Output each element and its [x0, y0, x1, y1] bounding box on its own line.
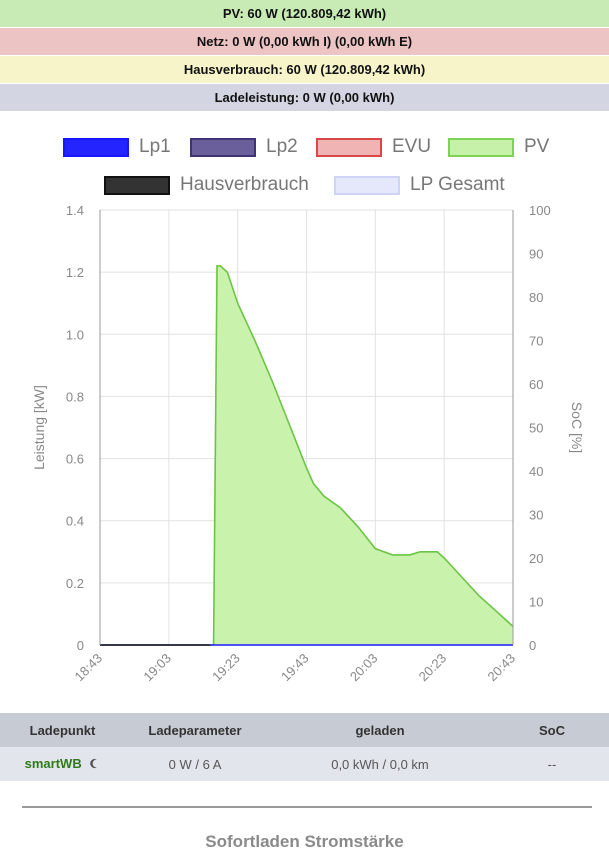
legend-swatch	[63, 137, 129, 157]
geladen-value: 0,0 kWh / 0,0 km	[331, 756, 429, 772]
legend-swatch	[448, 137, 514, 157]
y-tick-label: 1.0	[66, 327, 84, 342]
header-ladeparameter: Ladeparameter	[148, 722, 242, 738]
legend-swatch	[316, 137, 382, 157]
y2-tick-label: 90	[529, 247, 543, 262]
legend-label: LP Gesamt	[410, 174, 505, 195]
ladepunkt-table-header: Ladepunkt Ladeparameter geladen SoC	[0, 713, 609, 747]
x-tick-label: 19:03	[140, 651, 174, 685]
y-tick-label: 1.4	[66, 203, 84, 218]
legend-label: PV	[524, 136, 550, 157]
header-geladen: geladen	[355, 722, 405, 738]
y-tick-label: 0	[77, 638, 84, 653]
legend-swatch	[104, 175, 170, 195]
ladepunkt-name-cell[interactable]: smartWB	[0, 756, 125, 772]
status-hausverbrauch: Hausverbrauch: 60 W (120.809,42 kWh)	[0, 56, 609, 84]
y-tick-label: 0.6	[66, 452, 84, 467]
x-tick-label: 20:03	[347, 651, 381, 685]
moon-icon	[89, 757, 100, 772]
section-title: Sofortladen Stromstärke	[205, 832, 404, 851]
legend-label: Lp1	[139, 136, 171, 157]
y-tick-label: 0.4	[66, 514, 84, 529]
legend-item-lp2[interactable]: Lp2	[190, 136, 298, 158]
y-tick-label: 1.2	[66, 265, 84, 280]
legend-item-pv[interactable]: PV	[448, 136, 549, 158]
section-divider	[22, 806, 592, 808]
y-axis-label: Leistung [kW]	[31, 385, 47, 470]
y2-tick-label: 50	[529, 421, 543, 436]
y-tick-label: 0.2	[66, 576, 84, 591]
legend-swatch	[190, 137, 256, 157]
y2-tick-label: 20	[529, 551, 543, 566]
legend-swatch	[334, 175, 400, 195]
x-tick-label: 19:43	[278, 651, 312, 685]
status-pv: PV: 60 W (120.809,42 kWh)	[0, 0, 609, 28]
legend-item-evu[interactable]: EVU	[316, 136, 431, 158]
power-chart: 0 0.2 0.4 0.6 0.8 1.0 1.2 1.4 18:43 19:03 19:23 19:…	[31, 203, 585, 685]
status-netz: Netz: 0 W (0,00 kWh I) (0,00 kWh E)	[0, 28, 609, 56]
y2-tick-label: 80	[529, 290, 543, 305]
y2-tick-label: 70	[529, 334, 543, 349]
x-tick-label: 18:43	[72, 651, 106, 685]
y2-tick-label: 100	[529, 203, 551, 218]
y2-tick-label: 40	[529, 464, 543, 479]
y2-tick-label: 30	[529, 508, 543, 523]
legend-label: EVU	[392, 136, 432, 157]
x-tick-label: 20:43	[485, 651, 519, 685]
table-row[interactable]: smartWB 0 W / 6 A 0,0 kWh / 0,0 km --	[0, 747, 609, 781]
legend-item-lp1[interactable]: Lp1	[63, 136, 171, 158]
y-tick-label: 0.8	[66, 389, 84, 404]
y2-tick-label: 60	[529, 377, 543, 392]
series-pv-area	[100, 265, 513, 645]
soc-value: --	[547, 756, 557, 772]
header-soc: SoC	[539, 722, 565, 738]
x-tick-label: 19:23	[209, 651, 243, 685]
y2-tick-label: 10	[529, 595, 543, 610]
ladeparameter-value: 0 W / 6 A	[168, 756, 222, 772]
legend-label: Lp2	[266, 136, 298, 157]
x-tick-label: 20:23	[416, 651, 450, 685]
legend-label: Hausverbrauch	[180, 174, 309, 195]
header-ladepunkt: Ladepunkt	[29, 722, 96, 738]
legend-item-lp-gesamt[interactable]: LP Gesamt	[334, 174, 505, 196]
legend-item-hausverbrauch[interactable]: Hausverbrauch	[104, 174, 309, 196]
ladepunkt-name[interactable]: smartWB	[24, 755, 82, 771]
y2-axis-label: SoC [%]	[569, 402, 585, 453]
series-pv-line	[100, 265, 514, 646]
chart-legend: Lp1 Lp2 EVU PV Hausverbrauch LP Gesamt	[0, 120, 609, 210]
status-ladeleistung: Ladeleistung: 0 W (0,00 kWh)	[0, 84, 609, 112]
y2-tick-label: 0	[529, 638, 536, 653]
